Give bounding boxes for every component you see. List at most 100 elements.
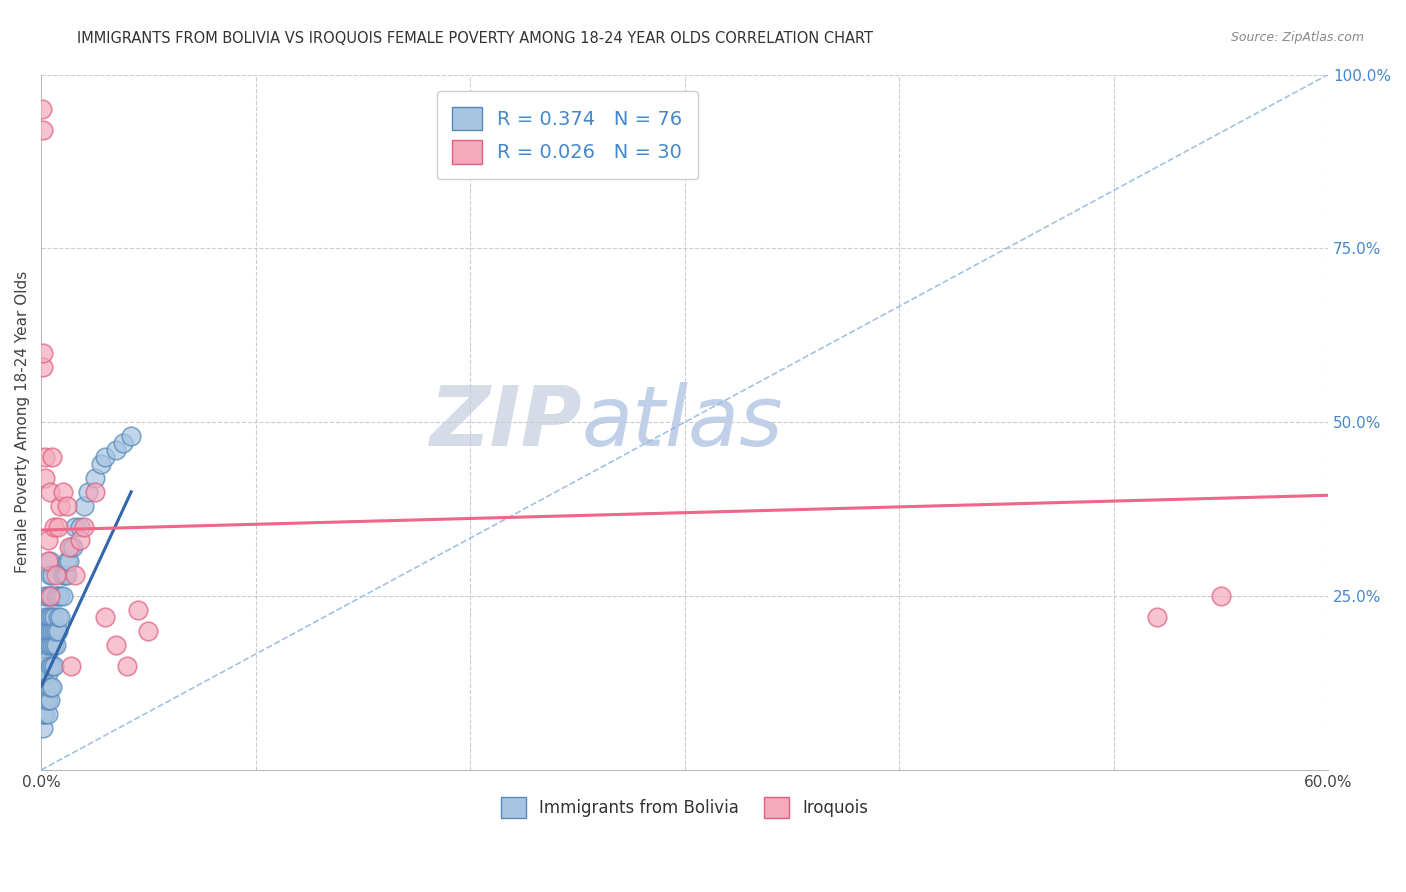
Point <box>51 484 73 499</box>
Point <box>38 554 60 568</box>
Point <box>41 450 63 464</box>
Point <box>37 624 59 638</box>
Point <box>46 624 69 638</box>
Point <box>32 665 55 680</box>
Point <box>46 610 69 624</box>
Point <box>38 568 60 582</box>
Point <box>38 680 60 694</box>
Point <box>41 589 63 603</box>
Point <box>38 658 60 673</box>
Point <box>37 651 59 665</box>
Point <box>41 680 63 694</box>
Point <box>42 610 65 624</box>
Point <box>34 624 56 638</box>
Text: Source: ZipAtlas.com: Source: ZipAtlas.com <box>1230 31 1364 45</box>
Point <box>38 693 60 707</box>
Point <box>32 680 55 694</box>
Point <box>83 484 105 499</box>
Point <box>46 589 69 603</box>
Point <box>46 519 69 533</box>
Point <box>38 589 60 603</box>
Point <box>45 638 67 652</box>
Point <box>42 638 65 652</box>
Point <box>65 568 87 582</box>
Point <box>34 471 56 485</box>
Point <box>51 589 73 603</box>
Point <box>37 610 59 624</box>
Point <box>138 624 160 638</box>
Point <box>32 721 55 735</box>
Point <box>42 519 65 533</box>
Point <box>32 624 55 638</box>
Point <box>73 499 96 513</box>
Point <box>31 707 53 722</box>
Text: ZIP: ZIP <box>429 382 582 463</box>
Point <box>53 568 76 582</box>
Point <box>34 589 56 603</box>
Point <box>34 610 56 624</box>
Point <box>56 568 79 582</box>
Point <box>32 638 55 652</box>
Point <box>34 658 56 673</box>
Point <box>60 541 83 555</box>
Point <box>120 429 142 443</box>
Point <box>38 589 60 603</box>
Point <box>41 610 63 624</box>
Point <box>41 658 63 673</box>
Point <box>38 624 60 638</box>
Point <box>58 554 80 568</box>
Text: IMMIGRANTS FROM BOLIVIA VS IROQUOIS FEMALE POVERTY AMONG 18-24 YEAR OLDS CORRELA: IMMIGRANTS FROM BOLIVIA VS IROQUOIS FEMA… <box>77 31 873 46</box>
Point <box>90 457 112 471</box>
Point <box>42 658 65 673</box>
Point <box>56 554 79 568</box>
Point <box>37 533 59 548</box>
Point <box>111 436 134 450</box>
Point <box>45 624 67 638</box>
Point <box>1146 610 1168 624</box>
Point <box>32 693 55 707</box>
Point <box>69 533 91 548</box>
Point <box>69 519 91 533</box>
Point <box>35 693 58 707</box>
Point <box>58 541 80 555</box>
Point <box>34 707 56 722</box>
Point <box>31 123 53 137</box>
Point <box>56 499 79 513</box>
Point <box>37 638 59 652</box>
Point <box>32 359 55 374</box>
Point <box>37 554 59 568</box>
Point <box>34 450 56 464</box>
Point <box>32 651 55 665</box>
Point <box>37 693 59 707</box>
Point <box>31 103 53 117</box>
Point <box>105 443 128 458</box>
Point <box>105 638 128 652</box>
Point <box>37 589 59 603</box>
Point <box>37 665 59 680</box>
Point <box>41 568 63 582</box>
Point <box>34 680 56 694</box>
Point <box>34 638 56 652</box>
Point <box>73 519 96 533</box>
Point <box>77 484 100 499</box>
Point <box>49 499 72 513</box>
Point <box>83 471 105 485</box>
Point <box>65 519 87 533</box>
Point <box>60 658 83 673</box>
Point <box>37 680 59 694</box>
Point <box>51 568 73 582</box>
Point <box>45 568 67 582</box>
Point <box>49 589 72 603</box>
Y-axis label: Female Poverty Among 18-24 Year Olds: Female Poverty Among 18-24 Year Olds <box>15 271 30 574</box>
Point <box>38 638 60 652</box>
Point <box>94 450 117 464</box>
Point <box>38 610 60 624</box>
Point <box>49 610 72 624</box>
Point <box>32 707 55 722</box>
Legend: Immigrants from Bolivia, Iroquois: Immigrants from Bolivia, Iroquois <box>494 790 875 824</box>
Point <box>38 484 60 499</box>
Point <box>42 624 65 638</box>
Point <box>41 624 63 638</box>
Point <box>94 610 117 624</box>
Point <box>34 680 56 694</box>
